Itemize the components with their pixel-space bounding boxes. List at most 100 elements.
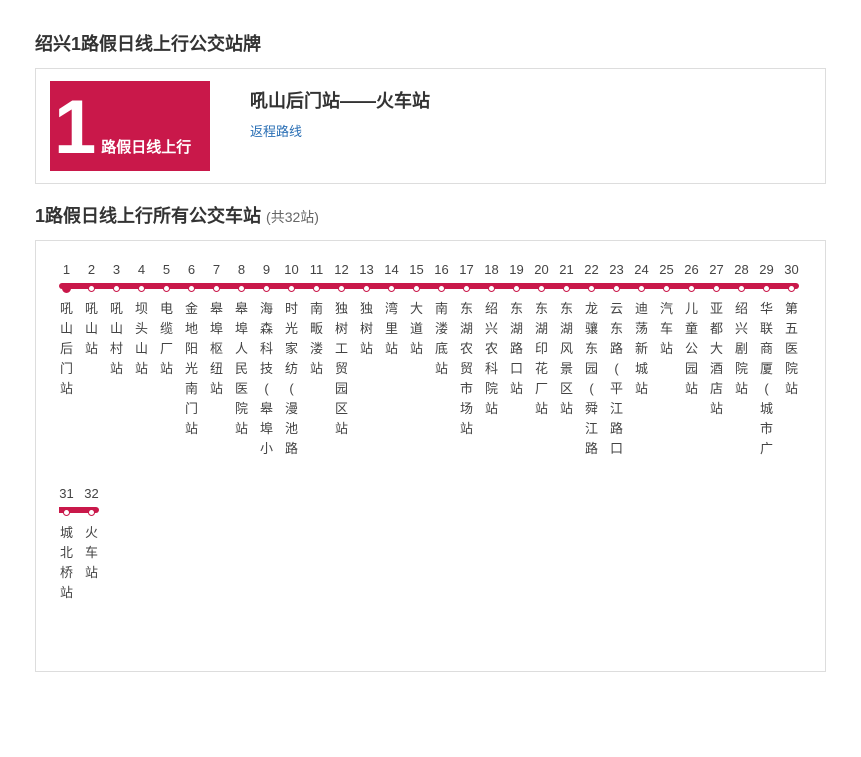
stop-number: 2 — [79, 263, 104, 277]
stop-number: 31 — [54, 487, 79, 501]
stop-number: 24 — [629, 263, 654, 277]
stop-number: 13 — [354, 263, 379, 277]
stop-name[interactable]: 龙骧东园(舜江路 — [579, 299, 604, 459]
stop-number: 17 — [454, 263, 479, 277]
stop-name[interactable]: 亚都大酒店站 — [704, 299, 729, 459]
route-number: 1 — [54, 96, 96, 161]
route-title: 吼山后门站——火车站 — [250, 87, 430, 113]
stop-dot — [663, 285, 670, 292]
stop-name[interactable]: 皋埠枢纽站 — [204, 299, 229, 459]
stop-number: 19 — [504, 263, 529, 277]
stops-panel: 1234567891011121314151617181920212223242… — [35, 240, 826, 672]
stop-name[interactable]: 火车站 — [79, 523, 104, 603]
stop-number: 28 — [729, 263, 754, 277]
stop-name[interactable]: 金地阳光南门站 — [179, 299, 204, 459]
stop-name[interactable]: 城北桥站 — [54, 523, 79, 603]
stop-dot — [563, 285, 570, 292]
stop-number: 16 — [429, 263, 454, 277]
stop-name[interactable]: 大道站 — [404, 299, 429, 459]
stop-number: 30 — [779, 263, 804, 277]
stops-section-title: 1路假日线上行所有公交车站 (共32站) — [35, 202, 826, 232]
stop-dot — [788, 285, 795, 292]
stop-name[interactable]: 独树工贸园区站 — [329, 299, 354, 459]
stop-name[interactable]: 坝头山站 — [129, 299, 154, 459]
stop-dot — [438, 285, 445, 292]
route-suffix: 路假日线上行 — [101, 136, 191, 161]
stop-name[interactable]: 绍兴剧院站 — [729, 299, 754, 459]
stop-dot — [463, 285, 470, 292]
stop-name[interactable]: 时光家纺(漫池路 — [279, 299, 304, 459]
stop-number: 32 — [79, 487, 104, 501]
stop-number: 3 — [104, 263, 129, 277]
stop-name[interactable]: 汽车站 — [654, 299, 679, 459]
stop-number: 12 — [329, 263, 354, 277]
stop-name[interactable]: 海森科技(皋埠小 — [254, 299, 279, 459]
stop-name[interactable]: 绍兴农科院站 — [479, 299, 504, 459]
stop-name[interactable]: 华联商厦(城市广 — [754, 299, 779, 459]
stop-dot — [138, 285, 145, 292]
stop-number: 22 — [579, 263, 604, 277]
stop-name[interactable]: 独树站 — [354, 299, 379, 459]
stop-name[interactable]: 东湖印花厂站 — [529, 299, 554, 459]
route-badge: 1 路假日线上行 — [50, 81, 210, 171]
stop-name[interactable]: 南畈溇站 — [304, 299, 329, 459]
stops-count: (共32站) — [266, 209, 319, 225]
stop-number: 27 — [704, 263, 729, 277]
stop-name[interactable]: 东湖路口站 — [504, 299, 529, 459]
stop-dot — [288, 285, 295, 292]
stop-name[interactable]: 迪荡新城站 — [629, 299, 654, 459]
stop-number: 8 — [229, 263, 254, 277]
stop-number: 6 — [179, 263, 204, 277]
stop-dot — [113, 285, 120, 292]
stop-number: 1 — [54, 263, 79, 277]
stop-number: 29 — [754, 263, 779, 277]
stop-dot — [588, 285, 595, 292]
stop-name[interactable]: 儿童公园站 — [679, 299, 704, 459]
stop-dot — [638, 285, 645, 292]
stop-name[interactable]: 第五医院站 — [779, 299, 804, 459]
stop-number: 7 — [204, 263, 229, 277]
stop-dot — [88, 509, 95, 516]
stop-dot — [513, 285, 520, 292]
stop-dot — [688, 285, 695, 292]
stop-dot — [163, 285, 170, 292]
stop-dot — [62, 284, 71, 293]
stop-number: 15 — [404, 263, 429, 277]
stop-name[interactable]: 云东路(平江路口 — [604, 299, 629, 459]
stop-name[interactable]: 皋埠人民医院站 — [229, 299, 254, 459]
stop-name[interactable]: 东湖农贸市场站 — [454, 299, 479, 459]
stop-dot — [738, 285, 745, 292]
stop-number: 25 — [654, 263, 679, 277]
stop-name[interactable]: 吼山站 — [79, 299, 104, 459]
stop-dot — [713, 285, 720, 292]
page-title: 绍兴1路假日线上行公交站牌 — [35, 30, 826, 60]
stop-dot — [188, 285, 195, 292]
stop-number: 10 — [279, 263, 304, 277]
stops-row: 3132 城北桥站火车站 — [54, 487, 807, 603]
return-route-link[interactable]: 返程路线 — [250, 124, 302, 139]
stop-number: 20 — [529, 263, 554, 277]
stop-name[interactable]: 东湖风景区站 — [554, 299, 579, 459]
stop-name[interactable]: 吼山后门站 — [54, 299, 79, 459]
stop-number: 23 — [604, 263, 629, 277]
stop-name[interactable]: 吼山村站 — [104, 299, 129, 459]
stop-name[interactable]: 湾里站 — [379, 299, 404, 459]
stop-number: 21 — [554, 263, 579, 277]
stop-dot — [313, 285, 320, 292]
stop-name[interactable]: 南溇底站 — [429, 299, 454, 459]
stop-number: 9 — [254, 263, 279, 277]
stops-row: 1234567891011121314151617181920212223242… — [54, 263, 807, 459]
stop-dot — [238, 285, 245, 292]
stop-dot — [363, 285, 370, 292]
stop-number: 5 — [154, 263, 179, 277]
stop-number: 4 — [129, 263, 154, 277]
stop-dot — [538, 285, 545, 292]
stop-number: 14 — [379, 263, 404, 277]
stop-dot — [88, 285, 95, 292]
stop-number: 26 — [679, 263, 704, 277]
stop-name[interactable]: 电缆厂站 — [154, 299, 179, 459]
stop-dot — [263, 285, 270, 292]
stop-number: 18 — [479, 263, 504, 277]
stop-dot — [413, 285, 420, 292]
stop-number: 11 — [304, 263, 329, 277]
